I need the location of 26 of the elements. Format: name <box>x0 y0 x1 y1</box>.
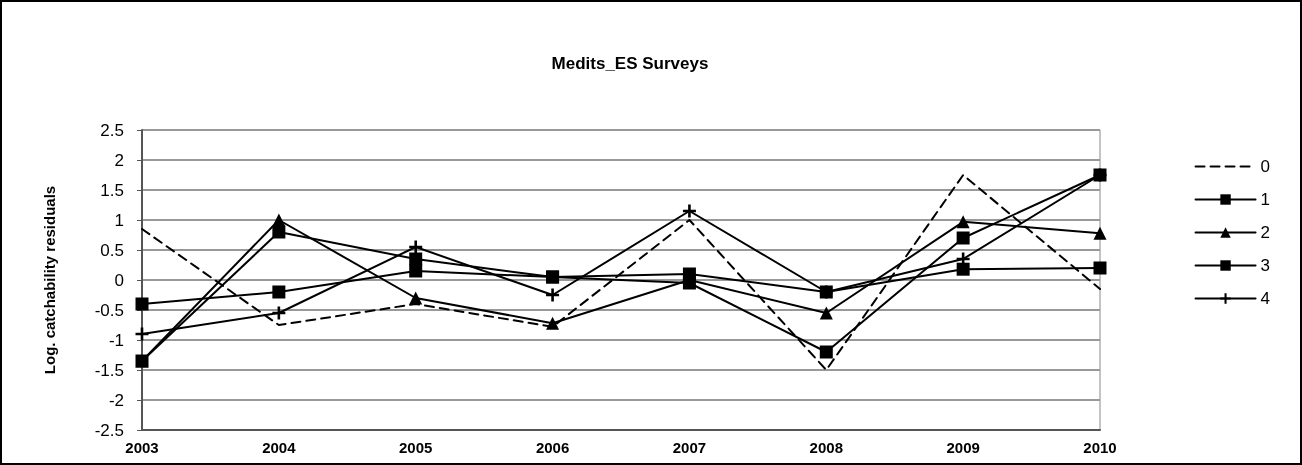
y-tick-label: 1 <box>114 210 124 230</box>
x-tick-label: 2010 <box>1083 439 1117 456</box>
x-tick-label: 2004 <box>262 439 297 456</box>
y-tick-label: 0 <box>114 270 124 290</box>
chart-title: Medits_ES Surveys <box>551 54 709 73</box>
x-tick-label: 2003 <box>125 439 159 456</box>
legend-label: 0 <box>1260 157 1271 176</box>
x-tick-label: 2008 <box>809 439 843 456</box>
y-tick-label: -1 <box>108 330 124 350</box>
y-tick-label: -2 <box>108 390 124 410</box>
legend-label: 2 <box>1260 223 1271 242</box>
y-tick-label: -1.5 <box>94 360 124 380</box>
y-tick-label: 1.5 <box>100 180 124 200</box>
x-tick-label: 2006 <box>535 439 570 456</box>
legend-label: 3 <box>1260 256 1271 275</box>
x-tick-label: 2009 <box>946 439 980 456</box>
y-tick-label: -0.5 <box>94 300 124 320</box>
y-tick-label: 2.5 <box>100 120 124 140</box>
x-tick-label: 2005 <box>399 439 433 456</box>
legend-label: 4 <box>1260 289 1271 308</box>
y-tick-label: 0.5 <box>100 240 124 260</box>
y-tick-label: 2 <box>114 150 124 170</box>
legend-label: 1 <box>1260 190 1271 209</box>
x-tick-label: 2007 <box>672 439 707 456</box>
y-axis-title: Log. catchability residuals <box>41 185 58 375</box>
y-tick-label: -2.5 <box>94 420 124 440</box>
